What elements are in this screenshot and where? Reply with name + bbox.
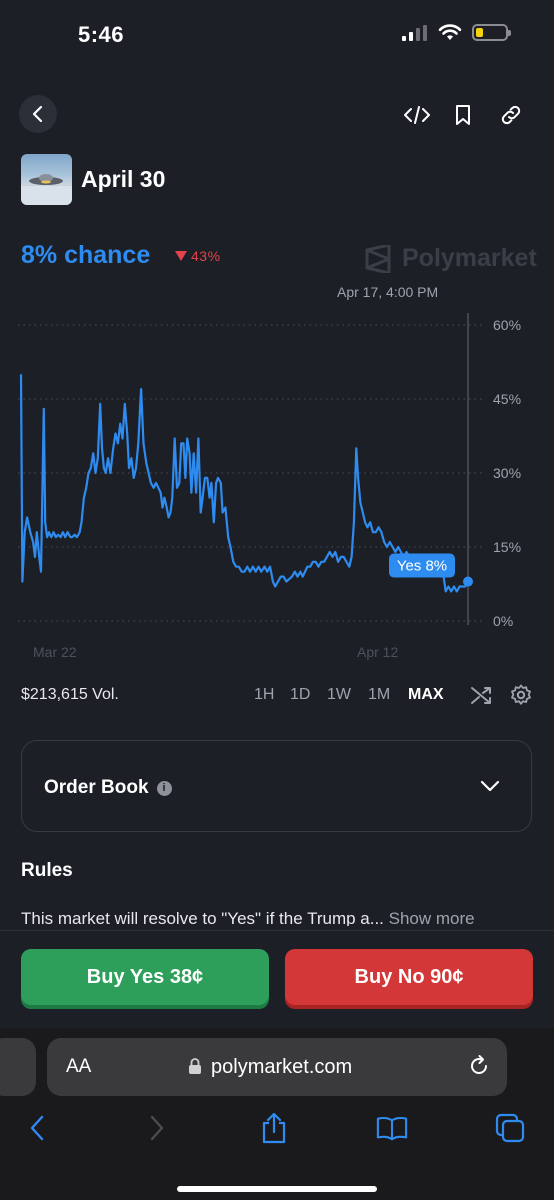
y-tick-label: 45%	[493, 391, 521, 407]
x-tick-label: Apr 12	[357, 644, 398, 660]
market-title: April 30	[81, 166, 166, 192]
range-max[interactable]: MAX	[408, 686, 444, 703]
bookmark-button[interactable]	[448, 100, 478, 130]
x-tick-label: Mar 22	[33, 644, 77, 660]
range-1d[interactable]: 1D	[290, 686, 311, 703]
aa-label: AA	[66, 1056, 92, 1077]
chevron-left-icon	[30, 1115, 44, 1141]
tabs-button[interactable]	[494, 1112, 526, 1144]
book-icon	[376, 1116, 408, 1141]
browser-forward-button[interactable]	[141, 1112, 173, 1144]
reload-button[interactable]	[467, 1054, 491, 1083]
order-book-label: Order Book	[44, 777, 149, 798]
range-1w[interactable]: 1W	[327, 686, 351, 703]
url-text[interactable]: polymarket.com	[211, 1056, 353, 1078]
chance-value: 8% chance	[21, 241, 151, 269]
status-time: 5:46	[78, 22, 125, 47]
range-1m[interactable]: 1M	[368, 686, 391, 703]
y-tick-label: 30%	[493, 465, 521, 481]
browser-back-button[interactable]	[21, 1112, 53, 1144]
chart-settings-button[interactable]	[506, 680, 536, 710]
hover-date: Apr 17, 4:00 PM	[337, 284, 439, 300]
code-icon	[404, 106, 430, 124]
battery-icon	[472, 24, 511, 41]
price-chart[interactable]: 60% 45% 30% 15% 0% Mar 22 Apr 12 Yes 8%	[0, 305, 554, 665]
embed-button[interactable]	[402, 100, 432, 130]
signal-icon	[402, 24, 427, 41]
buy-no-button[interactable]: Buy No 90¢	[285, 949, 533, 1005]
rules-heading: Rules	[21, 860, 73, 881]
back-button[interactable]	[19, 95, 57, 133]
chevron-left-icon	[32, 105, 43, 123]
change-indicator: 43%	[175, 248, 221, 264]
change-value: 43%	[191, 248, 221, 264]
copy-link-button[interactable]	[496, 100, 526, 130]
rules-text-row: This market will resolve to "Yes" if the…	[21, 909, 532, 926]
current-label-bubble	[389, 553, 455, 578]
range-1h[interactable]: 1H	[254, 686, 275, 703]
series-line-yes	[19, 374, 469, 593]
y-tick-label: 15%	[493, 539, 521, 555]
reload-icon	[471, 1055, 487, 1074]
watermark-text: Polymarket	[402, 244, 537, 272]
address-bar[interactable]	[47, 1038, 507, 1096]
reader-button[interactable]: AA	[66, 1056, 91, 1078]
buy-yes-button[interactable]: Buy Yes 38¢	[21, 949, 269, 1005]
y-tick-label: 0%	[493, 613, 513, 629]
bookmarks-button[interactable]	[376, 1112, 408, 1144]
shuffle-button[interactable]	[466, 680, 496, 710]
range-selector: 1H 1D 1W 1M MAX	[254, 686, 444, 704]
current-point	[463, 576, 473, 587]
y-tick-label: 60%	[493, 317, 521, 333]
bookmark-icon	[456, 105, 470, 125]
lock-icon	[188, 1057, 202, 1080]
tabs-icon	[495, 1113, 525, 1143]
info-icon[interactable]: i	[156, 780, 172, 796]
chevron-right-icon	[150, 1115, 164, 1141]
status-icons	[402, 24, 511, 41]
share-button[interactable]	[258, 1112, 290, 1144]
chevron-down-icon[interactable]	[480, 779, 500, 793]
rules-text: This market will resolve to "Yes" if the…	[21, 909, 384, 926]
order-book-panel[interactable]: Order Book i	[21, 740, 532, 832]
volume: $213,615 Vol.	[21, 686, 119, 703]
previous-tab[interactable]	[0, 1038, 36, 1096]
gear-icon	[511, 684, 531, 705]
order-book-header: Order Book i	[44, 777, 172, 799]
current-label: Yes 8%	[397, 558, 447, 575]
home-indicator	[177, 1186, 377, 1192]
triangle-down-icon	[175, 251, 187, 261]
wifi-icon	[438, 24, 462, 40]
polymarket-logo-icon	[365, 244, 391, 273]
market-thumbnail	[21, 154, 72, 205]
polymarket-watermark: Polymarket	[364, 244, 537, 273]
shuffle-icon	[471, 687, 491, 704]
share-icon	[262, 1112, 286, 1144]
link-icon	[501, 105, 521, 125]
show-more-link[interactable]: Show more	[388, 909, 475, 926]
